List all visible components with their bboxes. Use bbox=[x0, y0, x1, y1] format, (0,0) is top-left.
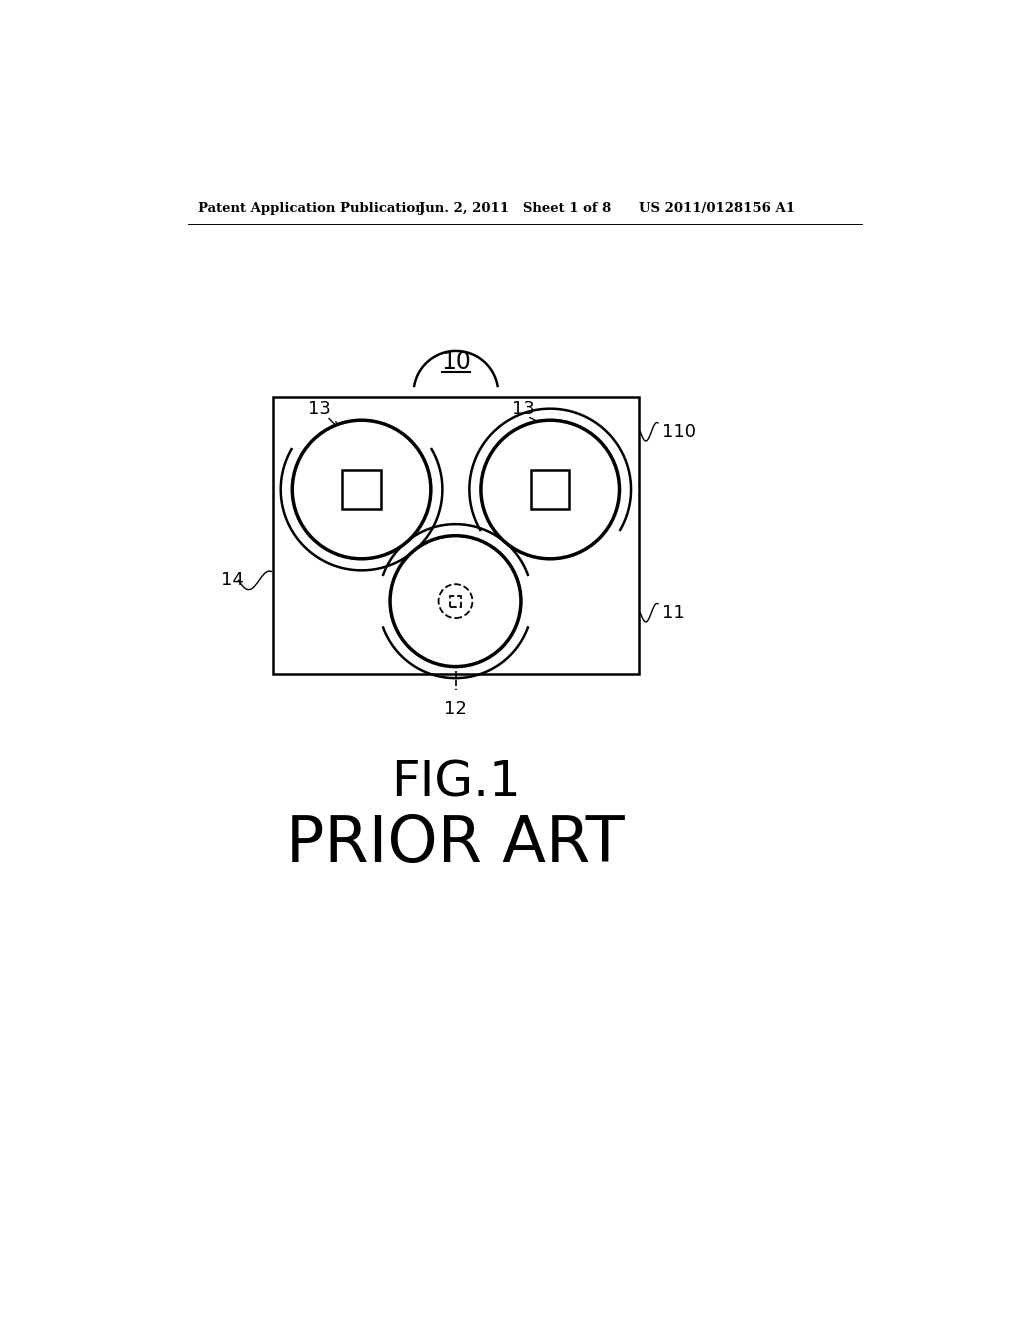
Bar bbox=[342, 470, 381, 508]
Bar bbox=[531, 470, 569, 508]
Bar bbox=[451, 595, 461, 607]
Text: US 2011/0128156 A1: US 2011/0128156 A1 bbox=[639, 202, 795, 215]
Text: 12: 12 bbox=[444, 700, 467, 718]
Text: 13: 13 bbox=[512, 400, 535, 417]
Bar bbox=[273, 397, 639, 675]
Circle shape bbox=[292, 420, 431, 558]
Text: 11: 11 bbox=[662, 603, 685, 622]
Text: PRIOR ART: PRIOR ART bbox=[286, 813, 625, 875]
Text: FIG.1: FIG.1 bbox=[390, 758, 520, 807]
Text: 110: 110 bbox=[662, 422, 696, 441]
Text: Jun. 2, 2011   Sheet 1 of 8: Jun. 2, 2011 Sheet 1 of 8 bbox=[419, 202, 611, 215]
Circle shape bbox=[481, 420, 620, 558]
Circle shape bbox=[390, 536, 521, 667]
Text: 14: 14 bbox=[221, 572, 245, 589]
Text: 13: 13 bbox=[308, 400, 331, 417]
Text: 10: 10 bbox=[441, 350, 471, 375]
Circle shape bbox=[438, 585, 472, 618]
Text: Patent Application Publication: Patent Application Publication bbox=[199, 202, 425, 215]
